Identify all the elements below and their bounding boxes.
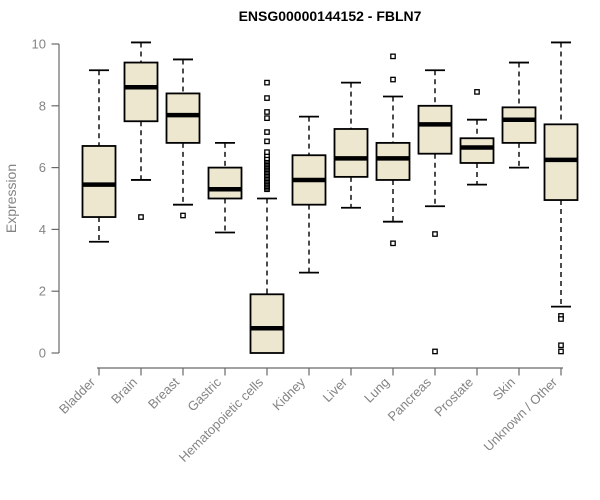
y-tick-label: 6: [39, 160, 46, 175]
iqr-box: [501, 106, 537, 144]
box-kidney: [291, 115, 327, 274]
box-breast: [165, 58, 201, 219]
box-liver: [333, 81, 369, 209]
outlier-point: [432, 231, 438, 237]
outlier-point: [390, 76, 396, 83]
iqr-box: [543, 123, 579, 201]
box-pancreas: [417, 69, 453, 355]
box-bladder: [81, 69, 117, 243]
outlier-point: [390, 240, 396, 247]
iqr-box: [165, 92, 201, 144]
box-unknown-other: [543, 41, 579, 355]
outlier-point: [474, 89, 480, 95]
iqr-box: [207, 166, 243, 200]
x-tick-label-pancreas: Pancreas: [385, 374, 435, 424]
x-tick-label-brain: Brain: [108, 375, 140, 407]
iqr-box: [333, 128, 369, 178]
iqr-box: [375, 141, 411, 181]
outlier-point: [558, 342, 564, 349]
box-gastric: [207, 141, 243, 234]
y-axis-label: Expression: [3, 164, 19, 233]
x-tick-label-skin: Skin: [490, 375, 518, 403]
outlier-point: [138, 214, 144, 220]
y-tick-label: 2: [39, 284, 46, 299]
iqr-box: [81, 145, 117, 218]
outlier-point: [264, 109, 270, 115]
x-tick-label-bladder: Bladder: [56, 374, 99, 417]
x-tick-label-kidney: Kidney: [269, 374, 308, 413]
x-tick-label-breast: Breast: [145, 374, 182, 411]
outlier-point: [180, 212, 186, 219]
box-brain: [123, 41, 159, 220]
chart-title: ENSG00000144152 - FBLN7: [238, 8, 422, 24]
y-axis: 0 2 4 6 8 10 Expression: [3, 37, 60, 361]
outlier-point: [264, 115, 270, 122]
outlier-point: [558, 316, 564, 322]
outlier-point: [432, 348, 438, 355]
outlier-point: [264, 79, 270, 86]
x-tick-label-prostate: Prostate: [431, 375, 476, 420]
x-tick-label-liver: Liver: [320, 374, 351, 405]
iqr-box: [459, 137, 495, 164]
x-tick-label-gastric: Gastric: [184, 374, 224, 414]
box-hematopoietic-cells: [249, 79, 285, 354]
outlier-point: [264, 95, 270, 101]
box-prostate: [459, 89, 495, 186]
y-tick-label: 10: [32, 37, 46, 52]
iqr-box: [123, 61, 159, 123]
iqr-box: [417, 104, 453, 155]
y-tick-label: 8: [39, 98, 46, 113]
outlier-point: [390, 53, 396, 60]
outlier-point: [558, 348, 564, 355]
outlier-point: [264, 149, 270, 155]
x-tick-label-lung: Lung: [361, 375, 392, 406]
iqr-box: [249, 293, 285, 354]
y-tick-label: 0: [39, 346, 46, 361]
y-tick-label: 4: [39, 222, 46, 237]
box-skin: [501, 61, 537, 169]
outlier-point: [264, 129, 270, 135]
x-tick-label-unknown-other: Unknown / Other: [481, 374, 561, 454]
box-lung: [375, 53, 411, 247]
outlier-point: [264, 138, 270, 145]
